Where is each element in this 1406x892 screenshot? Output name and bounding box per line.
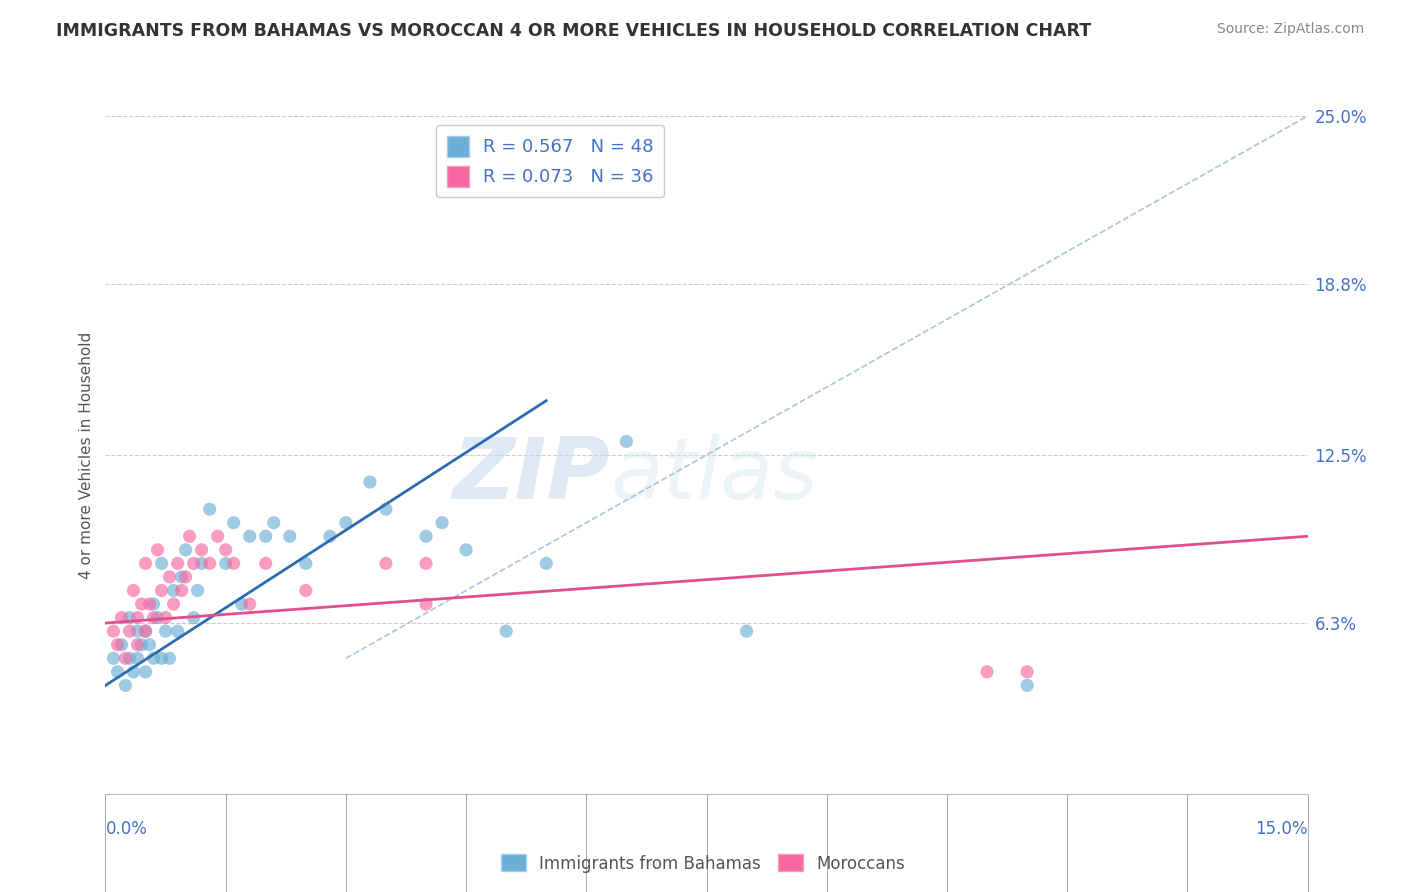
Point <box>198 502 221 516</box>
Point <box>456 542 478 557</box>
Legend: Immigrants from Bahamas, Moroccans: Immigrants from Bahamas, Moroccans <box>495 847 911 880</box>
Point <box>295 583 318 598</box>
Point <box>107 665 129 679</box>
Point <box>159 651 181 665</box>
Point <box>162 583 184 598</box>
Point <box>110 610 132 624</box>
Point <box>374 557 398 571</box>
Point <box>495 624 517 639</box>
Point <box>174 542 197 557</box>
Point <box>146 610 169 624</box>
Text: ZIP: ZIP <box>453 434 610 516</box>
Point <box>415 597 437 611</box>
Point <box>135 557 157 571</box>
Point <box>131 638 153 652</box>
Point <box>138 597 160 611</box>
Point <box>127 651 149 665</box>
Text: atlas: atlas <box>610 434 818 516</box>
Point <box>135 665 157 679</box>
Point <box>183 610 205 624</box>
Point <box>142 610 165 624</box>
Point <box>127 610 149 624</box>
Point <box>222 557 245 571</box>
Point <box>1015 678 1038 692</box>
Y-axis label: 4 or more Vehicles in Household: 4 or more Vehicles in Household <box>79 331 94 579</box>
Point <box>254 557 277 571</box>
Point <box>150 557 173 571</box>
Point <box>198 557 221 571</box>
Point <box>131 597 153 611</box>
Point <box>155 610 177 624</box>
Point <box>415 557 437 571</box>
Point <box>162 597 184 611</box>
Point <box>114 651 136 665</box>
Point <box>239 597 262 611</box>
Legend: R = 0.567   N = 48, R = 0.073   N = 36: R = 0.567 N = 48, R = 0.073 N = 36 <box>436 125 665 197</box>
Text: 15.0%: 15.0% <box>1256 820 1308 838</box>
Point <box>415 529 437 543</box>
Point <box>207 529 229 543</box>
Point <box>183 557 205 571</box>
Point <box>374 502 398 516</box>
Point <box>118 624 141 639</box>
Point <box>222 516 245 530</box>
Point <box>142 597 165 611</box>
Point <box>295 557 318 571</box>
Point <box>138 638 160 652</box>
Point <box>976 665 998 679</box>
Point <box>319 529 342 543</box>
Point <box>122 583 145 598</box>
Point <box>170 570 193 584</box>
Point <box>146 542 169 557</box>
Point <box>214 542 236 557</box>
Point <box>174 570 197 584</box>
Point <box>122 665 145 679</box>
Point <box>107 638 129 652</box>
Point <box>214 557 236 571</box>
Point <box>166 624 188 639</box>
Point <box>118 610 141 624</box>
Point <box>278 529 301 543</box>
Point <box>114 678 136 692</box>
Point <box>534 557 557 571</box>
Point <box>103 624 125 639</box>
Point <box>190 557 212 571</box>
Point <box>150 651 173 665</box>
Point <box>239 529 262 543</box>
Point <box>263 516 285 530</box>
Point <box>254 529 277 543</box>
Point <box>616 434 638 449</box>
Point <box>166 557 188 571</box>
Point <box>150 583 173 598</box>
Point <box>359 475 381 489</box>
Point <box>1015 665 1038 679</box>
Point <box>118 651 141 665</box>
Point <box>159 570 181 584</box>
Point <box>170 583 193 598</box>
Text: Source: ZipAtlas.com: Source: ZipAtlas.com <box>1216 22 1364 37</box>
Point <box>231 597 253 611</box>
Point <box>155 624 177 639</box>
Point <box>127 638 149 652</box>
Point <box>103 651 125 665</box>
Point <box>142 651 165 665</box>
Point <box>190 542 212 557</box>
Point <box>187 583 209 598</box>
Text: IMMIGRANTS FROM BAHAMAS VS MOROCCAN 4 OR MORE VEHICLES IN HOUSEHOLD CORRELATION : IMMIGRANTS FROM BAHAMAS VS MOROCCAN 4 OR… <box>56 22 1091 40</box>
Point <box>335 516 357 530</box>
Point <box>735 624 758 639</box>
Point <box>430 516 453 530</box>
Point <box>135 624 157 639</box>
Point <box>179 529 201 543</box>
Point <box>127 624 149 639</box>
Point <box>135 624 157 639</box>
Text: 0.0%: 0.0% <box>105 820 148 838</box>
Point <box>110 638 132 652</box>
